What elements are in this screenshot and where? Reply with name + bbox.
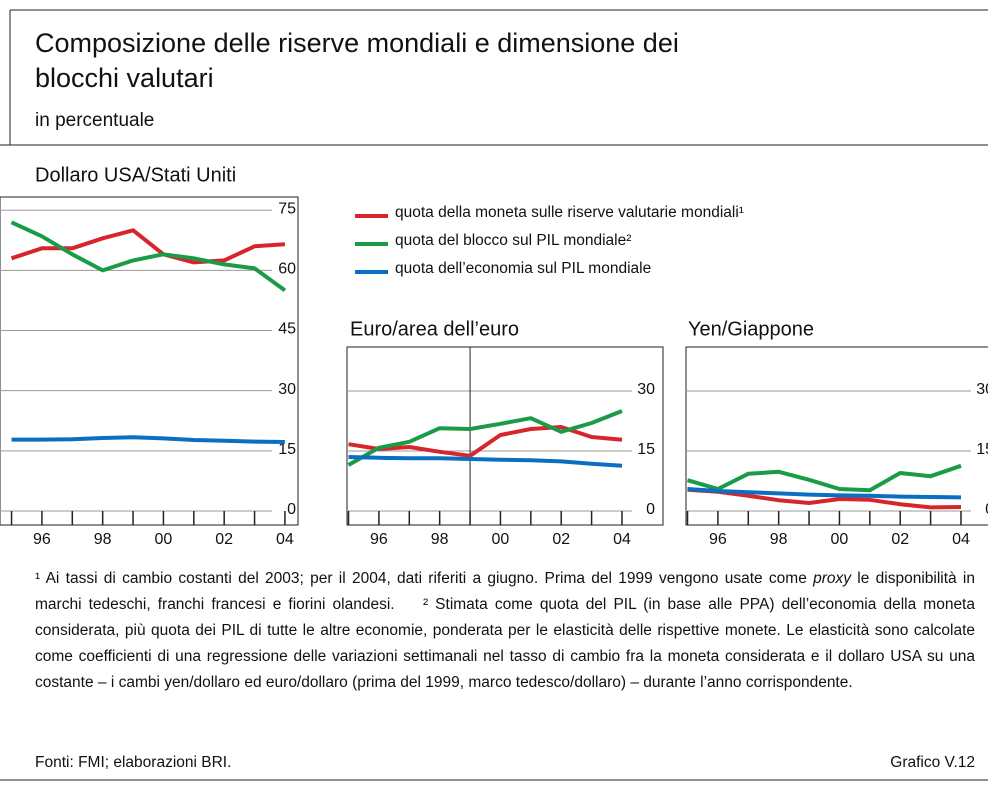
x-tick-label: 96 <box>33 531 51 548</box>
y-tick-label: 0 <box>646 501 655 518</box>
y-tick-label: 15 <box>637 441 655 458</box>
x-tick-label: 02 <box>215 531 233 548</box>
chart-title: Euro/area dell’euro <box>350 318 519 340</box>
chart-title: Dollaro USA/Stati Uniti <box>35 164 236 186</box>
x-tick-label: 02 <box>552 531 570 548</box>
y-tick-label: 45 <box>278 321 296 338</box>
x-tick-label: 00 <box>492 531 510 548</box>
x-tick-label: 04 <box>613 531 631 548</box>
y-tick-label: 30 <box>278 381 296 398</box>
series-line <box>687 487 962 500</box>
y-tick-label: 30 <box>976 381 988 398</box>
y-tick-label: 0 <box>985 501 988 518</box>
y-tick-label: 15 <box>278 441 296 458</box>
x-tick-label: 04 <box>952 531 970 548</box>
legend-label: quota dell’economia sul PIL mondiale <box>395 260 651 277</box>
x-tick-label: 04 <box>276 531 294 548</box>
y-tick-label: 75 <box>278 200 296 217</box>
x-tick-label: 02 <box>891 531 909 548</box>
subtitle: in percentuale <box>35 110 155 131</box>
title-line: Composizione delle riserve mondiali e di… <box>35 28 679 58</box>
legend-label: quota del blocco sul PIL mondiale² <box>395 232 631 249</box>
x-tick-label: 00 <box>155 531 173 548</box>
footnote: ² Stimata come quota del PIL (in base al… <box>35 596 975 691</box>
footnote: ¹ Ai tassi di cambio costanti del 2003; … <box>35 570 814 587</box>
footnotes: ¹ Ai tassi di cambio costanti del 2003; … <box>35 566 975 696</box>
series-line <box>348 455 623 468</box>
plot-frame <box>0 196 299 526</box>
series-line <box>10 220 287 293</box>
plot-frame <box>685 346 988 526</box>
footnote: le disponibilità in marchi tedeschi, fra… <box>35 570 975 613</box>
footnote-italic: proxy <box>813 570 852 587</box>
x-tick-label: 96 <box>709 531 727 548</box>
series-line <box>686 463 962 493</box>
x-tick-label: 98 <box>94 531 112 548</box>
x-tick-label: 98 <box>770 531 788 548</box>
legend-label: quota della moneta sulle riserve valutar… <box>395 204 744 221</box>
series-line <box>11 435 285 444</box>
y-tick-label: 0 <box>287 501 296 518</box>
y-tick-label: 15 <box>976 441 988 458</box>
title-line: blocchi valutari <box>35 63 214 93</box>
series-line <box>347 409 623 467</box>
figure-label: Grafico V.12 <box>890 754 975 771</box>
source: Fonti: FMI; elaborazioni BRI. <box>35 754 232 771</box>
plot-frame <box>346 346 664 526</box>
x-tick-label: 98 <box>431 531 449 548</box>
series-line <box>348 425 623 458</box>
y-tick-label: 60 <box>278 261 296 278</box>
series-line <box>687 487 962 510</box>
series-line <box>10 228 286 265</box>
x-tick-label: 00 <box>831 531 849 548</box>
y-tick-label: 30 <box>637 381 655 398</box>
chart-title: Yen/Giappone <box>688 318 814 340</box>
x-tick-label: 96 <box>370 531 388 548</box>
